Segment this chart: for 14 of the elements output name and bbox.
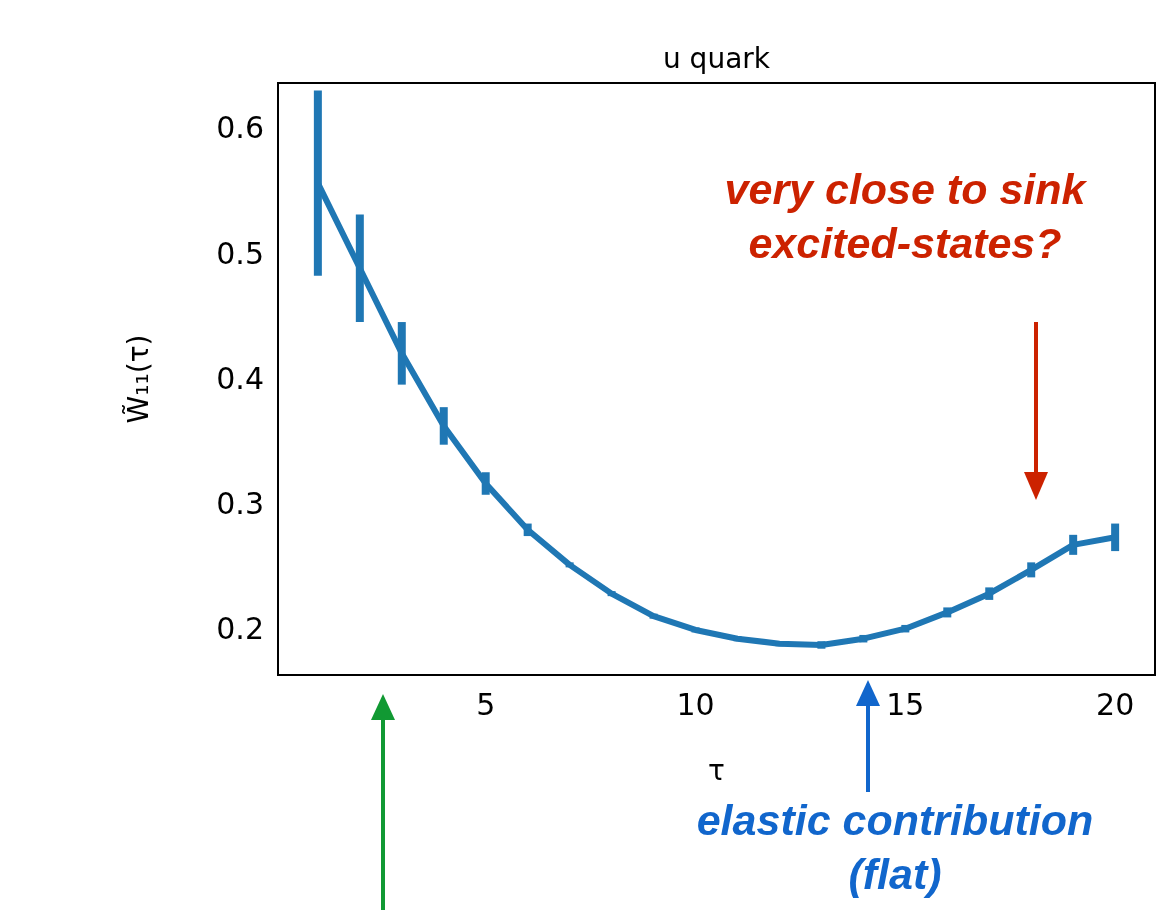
text: elastic contribution (flat) [695, 795, 1095, 900]
y-tick-label: 0.2 [216, 610, 264, 646]
y-tick-label: 0.4 [216, 360, 264, 396]
x-axis-title: τ [708, 754, 725, 788]
x-tick-label: 15 [886, 686, 925, 722]
annotation: very close to sink excited-states? [723, 164, 1088, 269]
x-tick-label: 20 [1096, 686, 1135, 722]
x-tick-label: 5 [476, 686, 496, 722]
y-axis-title: W̃₁₁(τ) [121, 334, 156, 424]
chart-title: u quark [662, 42, 771, 76]
y-tick-label: 0.6 [216, 110, 264, 146]
y-tick-label: 0.5 [216, 235, 264, 271]
x-tick-label: 10 [676, 686, 715, 722]
y-tick-label: 0.3 [216, 485, 264, 521]
